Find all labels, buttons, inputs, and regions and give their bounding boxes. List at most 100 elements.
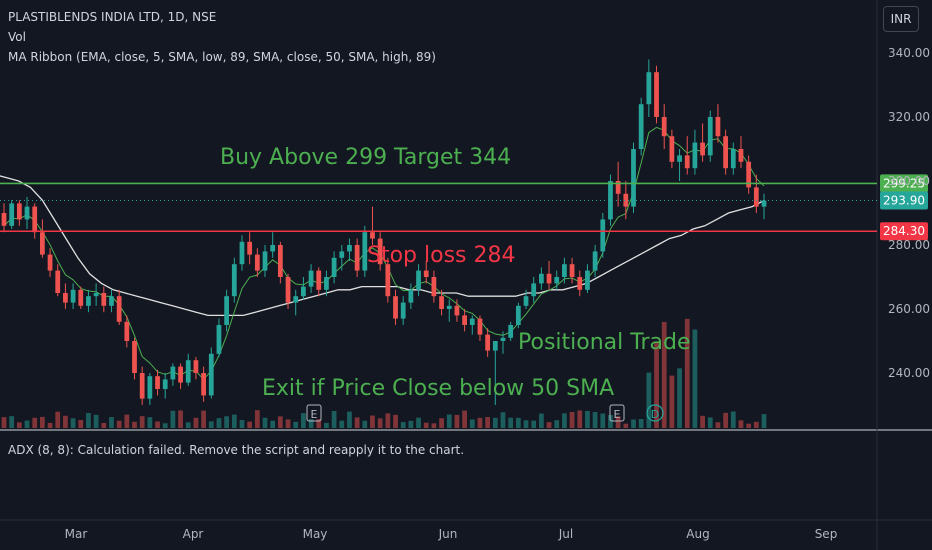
candle-body bbox=[270, 245, 276, 252]
candle-body bbox=[577, 277, 583, 290]
price-levels: 299.25 293.90 284.30 bbox=[0, 174, 928, 241]
volume-bar bbox=[201, 410, 206, 428]
candle-body bbox=[408, 289, 414, 303]
volume-bar bbox=[247, 421, 253, 428]
volume-bar bbox=[730, 411, 736, 428]
price-tick-label: 300.00 bbox=[888, 174, 930, 188]
volume-legend: Vol bbox=[8, 30, 26, 44]
candle-body bbox=[623, 193, 629, 207]
candle-body bbox=[753, 187, 759, 207]
candle-body bbox=[193, 360, 199, 373]
candle-body bbox=[239, 241, 245, 265]
volume-bar bbox=[139, 416, 145, 428]
volume-bar bbox=[70, 418, 76, 428]
volume-bar bbox=[408, 420, 414, 428]
candle-body bbox=[562, 264, 567, 277]
volume-bar bbox=[185, 422, 191, 428]
price-label-text: 299.25 bbox=[883, 176, 925, 190]
volume-bar bbox=[316, 419, 322, 428]
volume-bar bbox=[78, 420, 84, 428]
volume-bar bbox=[262, 417, 268, 428]
price-tick-label: 280.00 bbox=[888, 238, 930, 252]
volume-bar bbox=[631, 419, 636, 428]
candle-body bbox=[178, 366, 183, 383]
candle-body bbox=[600, 219, 606, 252]
candle-body bbox=[101, 293, 107, 306]
ma-ribbon-legend: MA Ribbon (EMA, close, 5, SMA, low, 89, … bbox=[8, 50, 436, 64]
price-tick-label: 260.00 bbox=[888, 302, 930, 316]
time-tick-label: Aug bbox=[686, 527, 709, 541]
volume-bar bbox=[193, 417, 199, 428]
candle-body bbox=[400, 302, 406, 319]
candle-body bbox=[684, 155, 690, 169]
volume-bar bbox=[416, 417, 421, 428]
volume-bar bbox=[331, 411, 337, 428]
volume-bar bbox=[1, 417, 7, 428]
event-marker-label: D bbox=[651, 408, 659, 421]
volume-bar bbox=[462, 410, 467, 428]
volume-bar bbox=[531, 420, 537, 428]
ema-line bbox=[3, 126, 765, 381]
candle-body bbox=[692, 142, 698, 169]
price-label-text: 284.30 bbox=[883, 224, 925, 238]
candle-body bbox=[546, 273, 552, 284]
candle-body bbox=[608, 181, 613, 220]
volume-bar bbox=[147, 417, 153, 428]
event-marker-label: E bbox=[614, 408, 621, 421]
candle-body bbox=[155, 376, 160, 389]
volume-bar bbox=[723, 412, 728, 428]
volume-bar bbox=[254, 410, 260, 428]
price-label-box bbox=[880, 191, 928, 210]
candle-body bbox=[277, 245, 283, 277]
volume-bar bbox=[16, 422, 22, 428]
candle-body bbox=[185, 360, 191, 383]
sma-50-line bbox=[0, 175, 765, 317]
volume-bar bbox=[654, 341, 659, 428]
candle-body bbox=[677, 155, 682, 162]
positional-annotation: Positional Trade bbox=[518, 330, 690, 355]
time-tick-label: Apr bbox=[183, 527, 204, 541]
candle-body bbox=[454, 305, 460, 316]
currency-button[interactable]: INR bbox=[883, 6, 919, 32]
candle-body bbox=[554, 277, 560, 284]
volume-bar bbox=[400, 422, 406, 428]
candle-body bbox=[231, 264, 237, 297]
candle-body bbox=[16, 203, 22, 220]
volume-bar bbox=[24, 420, 30, 428]
volume-bar bbox=[109, 417, 114, 428]
candle-body bbox=[331, 257, 337, 277]
volume-bar bbox=[738, 420, 744, 428]
candle-body bbox=[477, 318, 483, 335]
volume-bar bbox=[523, 420, 529, 428]
candle-body bbox=[1, 213, 7, 226]
candle-body bbox=[715, 117, 721, 137]
volume-bar bbox=[707, 417, 713, 428]
candle-body bbox=[377, 238, 383, 265]
candle-body bbox=[469, 318, 475, 325]
candle-body bbox=[224, 296, 230, 325]
candle-body bbox=[32, 206, 38, 233]
candle-body bbox=[63, 293, 68, 303]
time-tick-label: Jul bbox=[558, 527, 573, 541]
candle-body bbox=[569, 264, 575, 277]
volume-bar bbox=[285, 419, 291, 428]
candle-body bbox=[485, 334, 491, 351]
candle-body bbox=[730, 149, 736, 169]
volume-bar bbox=[224, 416, 230, 428]
volume-bar bbox=[170, 410, 176, 428]
time-tick-label: Jun bbox=[438, 527, 458, 541]
volume-bar bbox=[40, 416, 45, 428]
candle-body bbox=[723, 136, 728, 169]
candle-body bbox=[9, 203, 15, 226]
candle-body bbox=[585, 270, 590, 290]
candle-body bbox=[208, 353, 214, 396]
candle-body bbox=[669, 136, 675, 162]
candle-body bbox=[508, 325, 514, 338]
volume-bar bbox=[469, 419, 475, 428]
exit-annotation: Exit if Price Close below 50 SMA bbox=[262, 376, 614, 401]
earnings-event-marker bbox=[609, 404, 625, 422]
event-marker-label: E bbox=[311, 408, 318, 421]
volume-bar bbox=[515, 417, 521, 428]
